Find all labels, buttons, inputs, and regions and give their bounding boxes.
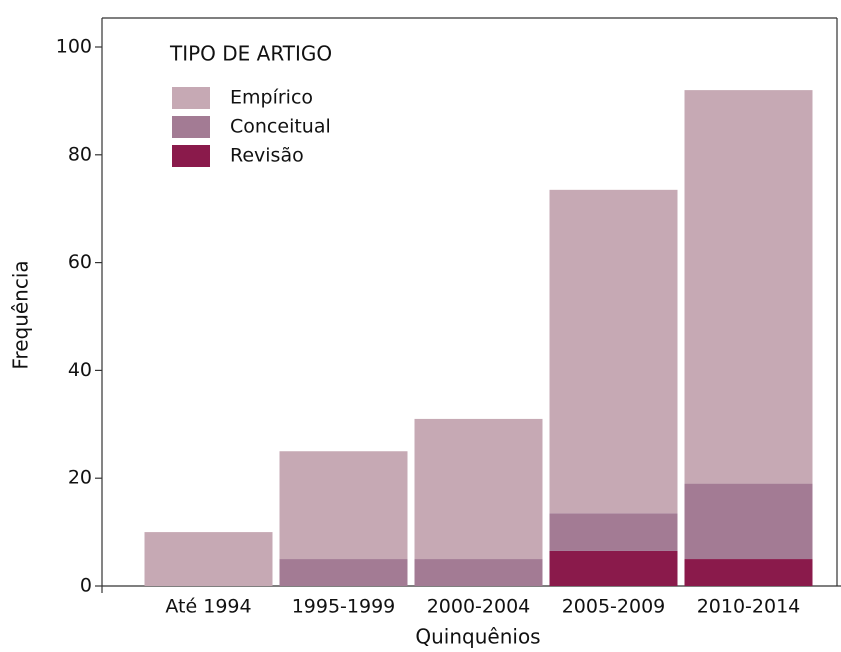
bar-segment xyxy=(684,483,813,560)
bar-segment xyxy=(279,559,408,586)
bar-segment xyxy=(549,189,678,514)
bar-segment xyxy=(414,559,543,586)
y-axis-label: Frequência xyxy=(9,260,33,369)
bar-segment xyxy=(279,451,408,560)
x-tick-label: 2005-2009 xyxy=(562,596,666,618)
legend-label: Revisão xyxy=(230,145,304,167)
legend-swatch xyxy=(172,87,210,109)
y-tick-label: 0 xyxy=(80,575,92,597)
x-tick-label: 1995-1999 xyxy=(292,596,396,618)
bar-segment xyxy=(414,418,543,560)
y-tick-label: 40 xyxy=(68,359,92,381)
bar-segment xyxy=(684,559,813,586)
legend-label: Conceitual xyxy=(230,116,331,138)
y-tick-label: 100 xyxy=(56,36,92,58)
legend-label: Empírico xyxy=(230,87,313,109)
legend-title: TIPO DE ARTIGO xyxy=(169,42,332,66)
x-axis-label: Quinquênios xyxy=(415,625,540,649)
bar-segment xyxy=(549,513,678,551)
legend-swatch xyxy=(172,145,210,167)
bar-segment xyxy=(549,550,678,586)
y-tick-label: 20 xyxy=(68,467,92,489)
x-tick-label: 2010-2014 xyxy=(697,596,801,618)
x-tick-label: Até 1994 xyxy=(165,596,251,618)
x-tick-label: 2000-2004 xyxy=(427,596,531,618)
bar-segment xyxy=(144,532,273,586)
y-tick-label: 60 xyxy=(68,251,92,273)
bar-segment xyxy=(684,90,813,484)
y-tick-label: 80 xyxy=(68,143,92,165)
legend-swatch xyxy=(172,116,210,138)
